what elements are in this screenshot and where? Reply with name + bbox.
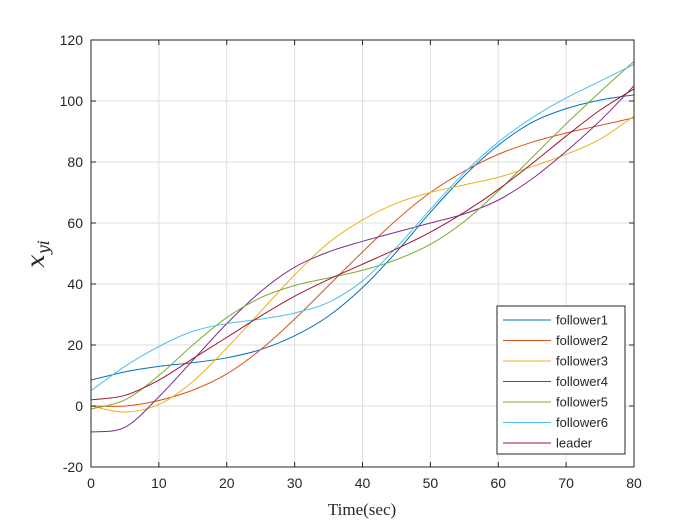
y-tick-label: 120 [60, 32, 84, 48]
y-tick-label: 60 [67, 215, 83, 231]
y-axis-label-base: x [22, 254, 50, 268]
x-tick-label: 10 [151, 475, 167, 491]
x-tick-label: 30 [287, 475, 303, 491]
y-tick-labels: -20 0 20 40 60 80 100 120 [60, 32, 84, 475]
series-line-follower1 [90, 94, 635, 381]
series-line-follower3 [90, 115, 635, 413]
x-tick-label: 0 [87, 475, 95, 491]
x-tick-labels: 0 10 20 30 40 50 60 70 80 [87, 475, 642, 491]
series-lines [90, 60, 635, 433]
legend: follower1 follower2 follower3 follower4 foll… [496, 305, 626, 455]
x-tick-label: 60 [490, 475, 506, 491]
series-line-follower2 [90, 117, 635, 407]
x-tick-label: 40 [355, 475, 371, 491]
y-tick-label: -20 [63, 459, 83, 475]
series-line-leader [90, 88, 635, 401]
y-tick-label: 40 [67, 276, 83, 292]
legend-label-follower4: follower4 [556, 374, 608, 389]
ticks [90, 39, 635, 468]
legend-label-follower5: follower5 [556, 395, 608, 410]
series-line-follower6 [90, 63, 635, 392]
series-line-follower4 [90, 85, 635, 433]
y-tick-label: 80 [67, 154, 83, 170]
x-tick-label: 80 [626, 475, 642, 491]
y-tick-label: 20 [67, 337, 83, 353]
legend-items: follower1 follower2 follower3 follower4 foll… [503, 313, 608, 451]
y-tick-label: 100 [60, 93, 84, 109]
y-axis-label: xyi [22, 240, 53, 268]
legend-label-follower2: follower2 [556, 333, 608, 348]
y-axis-label-subscript: yi [34, 240, 53, 255]
legend-label-follower6: follower6 [556, 415, 608, 430]
legend-label-leader: leader [556, 436, 593, 451]
x-axis-label: Time(sec) [328, 500, 396, 519]
x-tick-label: 20 [219, 475, 235, 491]
y-tick-label: 0 [75, 398, 83, 414]
x-tick-label: 50 [423, 475, 439, 491]
legend-label-follower1: follower1 [556, 313, 608, 328]
x-tick-label: 70 [558, 475, 574, 491]
series-line-follower5 [90, 60, 635, 410]
legend-box [496, 305, 626, 455]
legend-label-follower3: follower3 [556, 354, 608, 369]
